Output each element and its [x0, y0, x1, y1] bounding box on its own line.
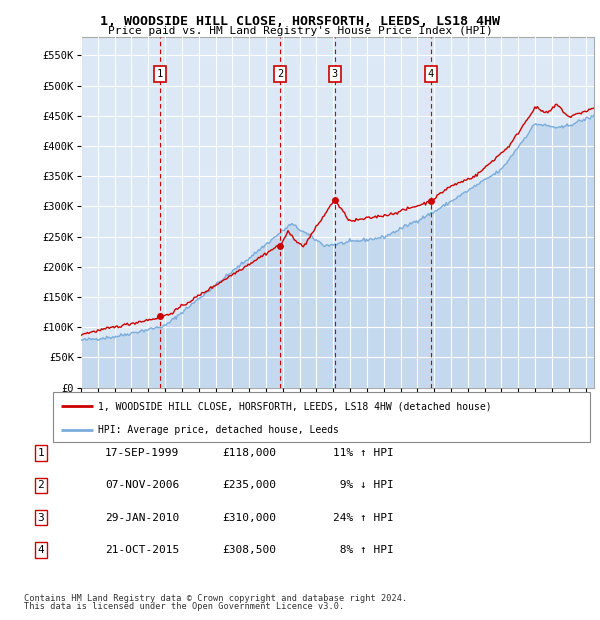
Text: 2: 2	[277, 69, 283, 79]
Text: Contains HM Land Registry data © Crown copyright and database right 2024.: Contains HM Land Registry data © Crown c…	[24, 595, 407, 603]
Text: 1: 1	[157, 69, 163, 79]
Text: £310,000: £310,000	[222, 513, 276, 523]
FancyBboxPatch shape	[53, 392, 590, 442]
Text: Price paid vs. HM Land Registry's House Price Index (HPI): Price paid vs. HM Land Registry's House …	[107, 26, 493, 36]
Text: 3: 3	[332, 69, 338, 79]
Text: This data is licensed under the Open Government Licence v3.0.: This data is licensed under the Open Gov…	[24, 602, 344, 611]
Text: 29-JAN-2010: 29-JAN-2010	[105, 513, 179, 523]
Text: 2: 2	[37, 480, 44, 490]
Text: 1: 1	[37, 448, 44, 458]
Text: 24% ↑ HPI: 24% ↑ HPI	[333, 513, 394, 523]
Text: 07-NOV-2006: 07-NOV-2006	[105, 480, 179, 490]
Text: 4: 4	[428, 69, 434, 79]
Text: HPI: Average price, detached house, Leeds: HPI: Average price, detached house, Leed…	[98, 425, 340, 435]
Text: 9% ↓ HPI: 9% ↓ HPI	[333, 480, 394, 490]
Text: 4: 4	[37, 545, 44, 555]
Text: 17-SEP-1999: 17-SEP-1999	[105, 448, 179, 458]
Text: £308,500: £308,500	[222, 545, 276, 555]
Text: 8% ↑ HPI: 8% ↑ HPI	[333, 545, 394, 555]
Text: 11% ↑ HPI: 11% ↑ HPI	[333, 448, 394, 458]
Text: £235,000: £235,000	[222, 480, 276, 490]
Text: 1, WOODSIDE HILL CLOSE, HORSFORTH, LEEDS, LS18 4HW: 1, WOODSIDE HILL CLOSE, HORSFORTH, LEEDS…	[100, 15, 500, 28]
Text: 1, WOODSIDE HILL CLOSE, HORSFORTH, LEEDS, LS18 4HW (detached house): 1, WOODSIDE HILL CLOSE, HORSFORTH, LEEDS…	[98, 401, 492, 411]
Text: 3: 3	[37, 513, 44, 523]
Text: 21-OCT-2015: 21-OCT-2015	[105, 545, 179, 555]
Text: £118,000: £118,000	[222, 448, 276, 458]
